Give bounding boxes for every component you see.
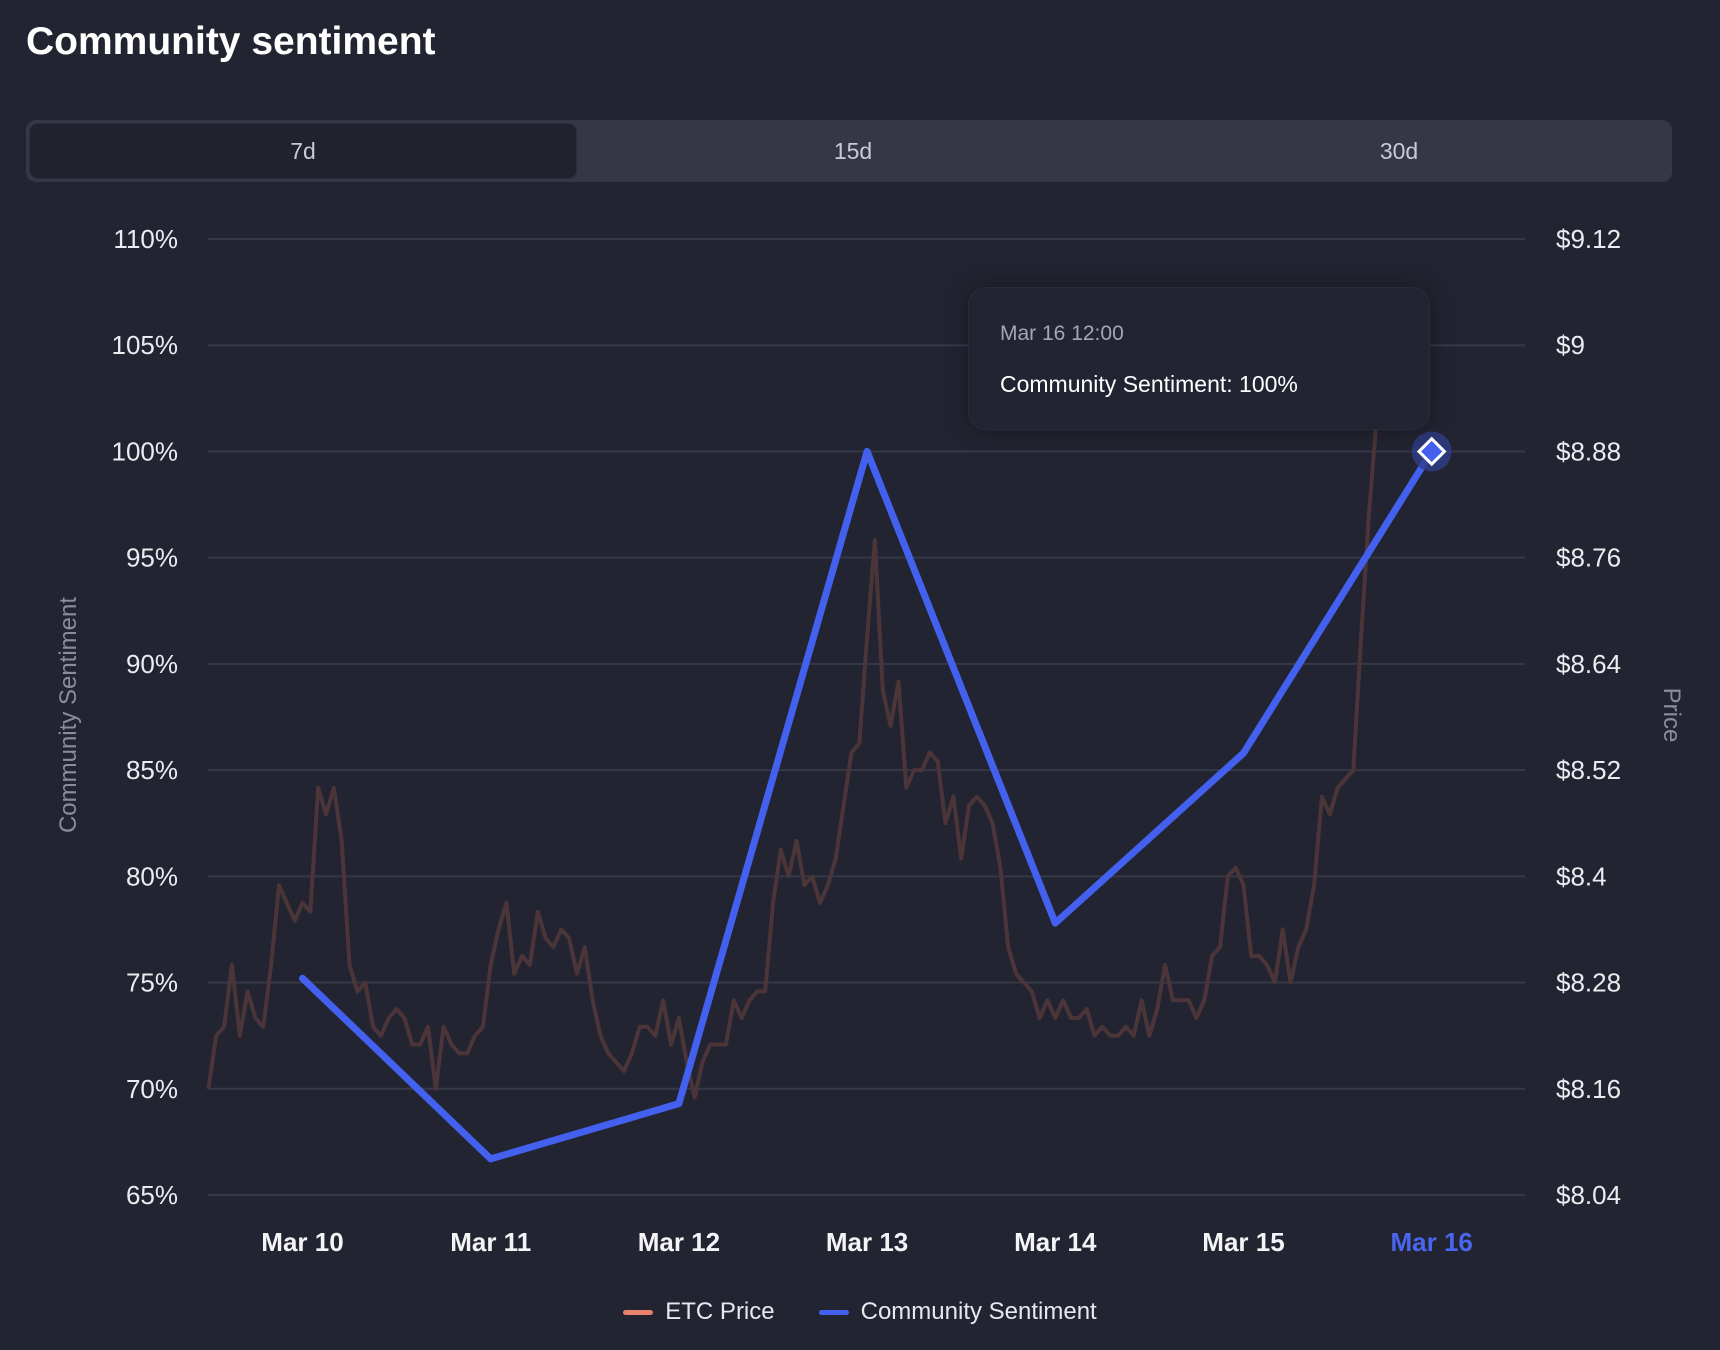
y-right-tick: $8.04 xyxy=(1556,1180,1621,1210)
x-tick: Mar 13 xyxy=(826,1227,908,1257)
x-tick: Mar 15 xyxy=(1202,1227,1284,1257)
y-left-tick: 105% xyxy=(112,330,179,360)
page-title: Community sentiment xyxy=(26,20,436,63)
y-left-axis-title: Community Sentiment xyxy=(55,597,82,833)
x-tick: Mar 14 xyxy=(1014,1227,1097,1257)
y-left-tick: 75% xyxy=(126,968,178,998)
y-left-tick: 70% xyxy=(126,1074,178,1104)
y-right-tick: $8.64 xyxy=(1556,649,1621,679)
y-left-tick: 85% xyxy=(126,755,178,785)
y-right-tick: $8.76 xyxy=(1556,543,1621,573)
range-tabs: 7d 15d 30d xyxy=(26,120,1672,182)
y-left-tick: 65% xyxy=(126,1180,178,1210)
tooltip-date: Mar 16 12:00 xyxy=(1000,322,1124,345)
x-tick: Mar 16 xyxy=(1391,1227,1473,1257)
y-right-tick: $8.4 xyxy=(1556,861,1607,891)
tab-7d[interactable]: 7d xyxy=(29,123,577,179)
sentiment-swatch xyxy=(818,1309,849,1315)
y-left-tick: 80% xyxy=(126,861,178,891)
x-tick: Mar 12 xyxy=(638,1227,720,1257)
legend-item-community-sentiment[interactable]: Community Sentiment xyxy=(818,1298,1097,1326)
etc-price-swatch xyxy=(623,1309,654,1315)
y-right-tick: $8.28 xyxy=(1556,968,1621,998)
legend-label: Community Sentiment xyxy=(860,1298,1097,1325)
y-right-axis-title: Price xyxy=(1658,688,1685,743)
y-right-tick: $9.12 xyxy=(1556,224,1621,254)
legend-item-etc-price[interactable]: ETC Price xyxy=(623,1298,775,1326)
tab-15d[interactable]: 15d xyxy=(833,137,873,164)
legend: ETC Price Community Sentiment xyxy=(0,1298,1720,1326)
y-right-tick: $8.52 xyxy=(1556,755,1621,785)
x-tick: Mar 11 xyxy=(450,1227,531,1257)
y-right-tick: $9 xyxy=(1556,330,1585,360)
x-tick: Mar 10 xyxy=(261,1227,343,1257)
y-right-tick: $8.16 xyxy=(1556,1074,1621,1104)
y-left-tick: 100% xyxy=(112,436,179,466)
tooltip: Mar 16 12:00 Community Sentiment: 100% xyxy=(968,287,1430,430)
y-left-tick: 110% xyxy=(113,224,178,254)
y-right-tick: $8.88 xyxy=(1556,436,1621,466)
y-left-tick: 90% xyxy=(126,649,178,679)
y-left-tick: 95% xyxy=(126,543,178,573)
tooltip-value: Community Sentiment: 100% xyxy=(1000,371,1298,397)
etc-price-line xyxy=(206,415,1379,1100)
tab-30d[interactable]: 30d xyxy=(1379,137,1419,164)
active-point-marker[interactable] xyxy=(1416,436,1447,467)
legend-label: ETC Price xyxy=(665,1298,775,1325)
